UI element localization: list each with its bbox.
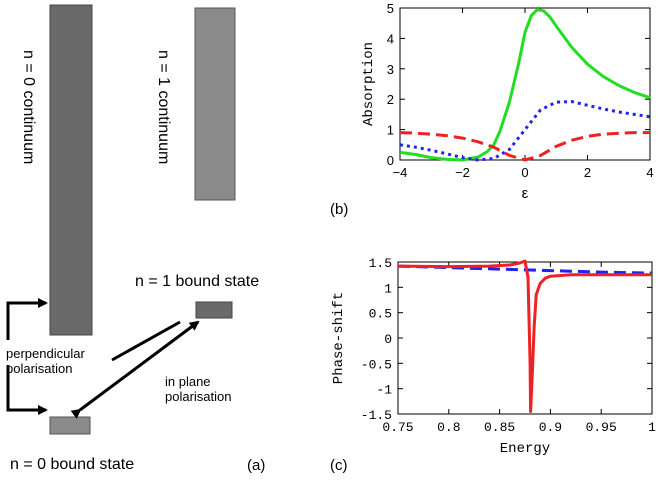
panel-c: 0.75 0.8 0.85 0.9 0.95 1 -1.5 -1 -0.5 0 0.5 1 1.5 En… xyxy=(330,256,656,474)
x-tick-label: 1 xyxy=(648,420,656,435)
series-line-0 xyxy=(399,8,651,162)
chart-c-ylabel: Phase-shift xyxy=(331,292,347,384)
x-tick-label: 0.75 xyxy=(382,420,413,435)
panel-c-label: (c) xyxy=(330,457,348,474)
panel-b: −4 −2 0 2 4 0 1 2 3 4 5 ε Absorption (b) xyxy=(330,1,654,218)
in-plane-label-line1: in plane xyxy=(165,374,211,389)
chart-b-xlabel: ε xyxy=(522,185,529,202)
y-tick-label: -1 xyxy=(376,383,392,398)
y-tick-label: -1.5 xyxy=(361,408,392,423)
series-line-1 xyxy=(397,259,652,413)
x-tick-label: −4 xyxy=(393,165,408,180)
y-tick-label: 4 xyxy=(387,31,394,46)
y-tick-label: 1.5 xyxy=(369,256,392,271)
chart-b-ticks: −4 −2 0 2 4 0 1 2 3 4 5 xyxy=(387,1,654,180)
in-plane-label-line2: polarisation xyxy=(165,389,232,404)
chart-c-xlabel: Energy xyxy=(500,441,550,457)
x-tick-label: 0.95 xyxy=(586,420,617,435)
y-tick-label: 0 xyxy=(387,153,394,168)
x-tick-label: 2 xyxy=(584,165,591,180)
n1-continuum-label: n = 1 continuum xyxy=(155,50,172,164)
x-tick-label: −2 xyxy=(455,165,470,180)
y-tick-label: 2 xyxy=(387,92,394,107)
n1-continuum-bar xyxy=(194,7,236,201)
panel-b-label: (b) xyxy=(330,201,348,218)
x-tick-label: 0 xyxy=(521,165,528,180)
series-line-1 xyxy=(399,100,651,162)
n0-bound-state-label: n = 0 bound state xyxy=(10,456,134,473)
y-tick-label: 5 xyxy=(387,1,394,16)
chart-b-series xyxy=(399,8,651,162)
in-plane-arrow xyxy=(111,320,181,362)
in-plane-arrow-shaft xyxy=(70,320,200,419)
x-tick-label: 4 xyxy=(646,165,653,180)
chart-c-frame xyxy=(397,261,653,415)
perpendicular-label-line1: perpendicular xyxy=(6,346,85,361)
n0-bound-state-bar xyxy=(49,416,91,435)
n1-bound-state-label: n = 1 bound state xyxy=(135,273,259,290)
x-tick-label: 0.9 xyxy=(539,420,562,435)
chart-c-series xyxy=(397,259,653,413)
y-tick-label: -0.5 xyxy=(361,357,392,372)
y-tick-label: 1 xyxy=(387,123,394,138)
perpendicular-arrow-lower xyxy=(6,365,48,415)
chart-b-ylabel: Absorption xyxy=(361,42,377,126)
y-tick-label: 1 xyxy=(384,281,392,296)
panel-a-label: (a) xyxy=(247,457,265,474)
n0-continuum-bar xyxy=(49,4,93,336)
chart-c-ticks: 0.75 0.8 0.85 0.9 0.95 1 -1.5 -1 -0.5 0 0.5 1 1.5 xyxy=(361,256,656,435)
panel-a: n = 0 continuum n = 1 continuum n = 1 bo… xyxy=(6,4,265,474)
perpendicular-label-line2: polarisation xyxy=(6,361,73,376)
perpendicular-arrow-upper xyxy=(6,298,48,340)
x-tick-label: 0.8 xyxy=(437,420,460,435)
x-tick-label: 0.85 xyxy=(484,420,515,435)
y-tick-label: 0 xyxy=(384,332,392,347)
y-tick-label: 3 xyxy=(387,62,394,77)
n0-continuum-label: n = 0 continuum xyxy=(20,50,37,164)
y-tick-label: 0.5 xyxy=(369,307,392,322)
series-line-2 xyxy=(399,131,650,162)
n1-bound-state-bar xyxy=(195,301,233,319)
